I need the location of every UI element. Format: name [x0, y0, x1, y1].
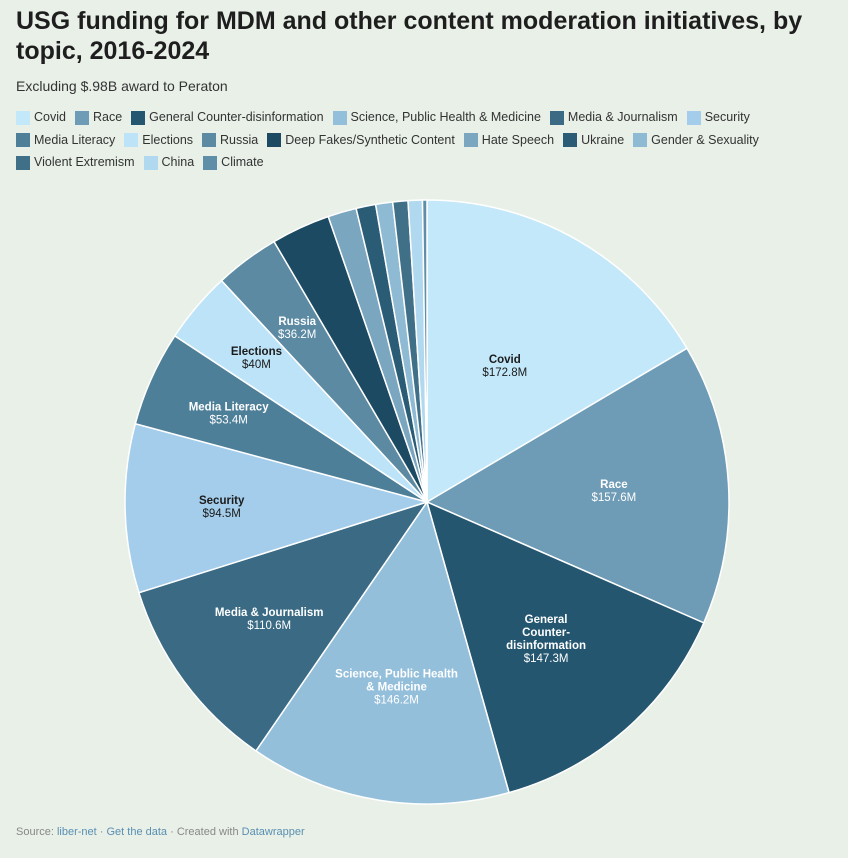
- legend-item: Russia: [202, 131, 258, 150]
- slice-value: $94.5M: [203, 508, 241, 520]
- get-data-link[interactable]: Get the data: [106, 826, 168, 838]
- legend-label: China: [161, 155, 195, 169]
- footer-sep1: ·: [96, 826, 107, 838]
- legend-label: Violent Extremism: [34, 155, 135, 169]
- footer-sep2: · Created with: [167, 826, 242, 838]
- legend-swatch: [686, 110, 701, 125]
- pie-slice-media-journalism[interactable]: [137, 500, 429, 752]
- slice-value: $53.4M: [209, 414, 247, 426]
- legend-swatch: [267, 133, 282, 147]
- slice-name: Russia: [278, 316, 316, 328]
- chart-subtitle: Excluding $.98B award to Peraton: [16, 78, 228, 94]
- legend-item: Science, Public Health & Medicine: [332, 108, 541, 127]
- legend-swatch: [74, 110, 89, 125]
- slice-label: General Counter-disinformation $147.3M: [506, 614, 586, 665]
- legend-label: Science, Public Health & Medicine: [350, 110, 541, 124]
- legend-item: Race: [74, 108, 123, 127]
- slice-label: Race $157.6M: [592, 479, 637, 504]
- slice-label: Elections $40M: [231, 346, 282, 371]
- slice-value: $157.6M: [592, 492, 637, 504]
- slice-value: $147.3M: [524, 653, 569, 665]
- slice-value: $40M: [242, 359, 271, 371]
- slice-name: Science, Public Health: [335, 669, 458, 681]
- legend-item: Covid: [16, 108, 66, 127]
- legend-label: Security: [704, 110, 750, 124]
- slice-name: Security: [199, 495, 245, 507]
- legend-item: Deep Fakes/Synthetic Content: [267, 131, 455, 150]
- datawrapper-link[interactable]: Datawrapper: [241, 826, 305, 838]
- legend-label: Climate: [221, 155, 264, 169]
- slice-name: disinformation: [506, 640, 586, 652]
- legend-item: Media Literacy: [16, 131, 115, 150]
- legend-label: Elections: [142, 132, 194, 147]
- legend-label: Deep Fakes/Synthetic Content: [285, 132, 455, 147]
- slice-name: General: [525, 614, 568, 626]
- legend-item: Gender & Sexuality: [633, 131, 759, 150]
- footer-prefix: Source:: [16, 826, 57, 838]
- legend: Covid Race General Counter-disinformation S…: [16, 108, 836, 176]
- slice-label: Russia $36.2M: [278, 316, 317, 341]
- legend-item: Media & Journalism: [549, 108, 678, 127]
- slice-value: $110.6M: [247, 620, 291, 632]
- slice-value: $146.2M: [374, 695, 419, 707]
- legend-label: Media Literacy: [34, 132, 116, 147]
- legend-swatch: [463, 133, 478, 147]
- legend-item: Climate: [203, 153, 264, 172]
- slice-label: Media & Journalism $110.6M: [215, 607, 324, 632]
- legend-swatch: [633, 133, 648, 147]
- slice-name: Covid: [489, 354, 521, 366]
- slice-name: Media Literacy: [189, 401, 269, 413]
- legend-item: China: [143, 153, 195, 172]
- pie-slice-climate[interactable]: [421, 199, 428, 503]
- legend-item: Security: [686, 108, 750, 127]
- legend-swatch: [549, 110, 564, 125]
- legend-item: General Counter-disinformation: [131, 108, 324, 127]
- legend-item: Violent Extremism: [16, 153, 135, 172]
- pie-slice-race[interactable]: [425, 347, 730, 624]
- legend-label: Hate Speech: [481, 132, 555, 147]
- pie-slice-science-public-health-medicine[interactable]: [254, 500, 510, 805]
- legend-swatch: [143, 155, 158, 170]
- slice-label: Science, Public Health & Medicine $146.2M: [335, 669, 458, 707]
- slice-name: Counter-: [522, 627, 570, 639]
- legend-swatch: [131, 110, 146, 125]
- legend-swatch: [16, 133, 30, 147]
- legend-swatch: [202, 133, 217, 147]
- legend-swatch: [563, 133, 578, 147]
- pie-slice-general-counter-disinformation[interactable]: [425, 500, 705, 794]
- legend-item: Hate Speech: [463, 131, 555, 150]
- legend-label: Race: [92, 110, 123, 124]
- legend-swatch: [16, 155, 30, 170]
- slice-label: Media Literacy $53.4M: [189, 401, 269, 426]
- slice-value: $172.8M: [482, 367, 527, 379]
- slice-name: & Medicine: [366, 682, 427, 694]
- slice-value: $36.2M: [278, 329, 316, 341]
- legend-swatch: [124, 133, 139, 147]
- slice-name: Media & Journalism: [215, 607, 324, 619]
- legend-item: Elections: [124, 131, 193, 150]
- pie-slice-security[interactable]: [124, 422, 430, 594]
- legend-label: Media & Journalism: [567, 110, 678, 124]
- legend-label: Russia: [220, 132, 259, 147]
- footer: Source: liber-net · Get the data · Creat…: [16, 826, 305, 838]
- slice-name: Race: [600, 479, 628, 491]
- legend-label: Ukraine: [581, 132, 625, 147]
- source-link[interactable]: liber-net: [56, 826, 97, 838]
- legend-swatch: [332, 110, 347, 125]
- pie-slice-covid[interactable]: [426, 199, 688, 504]
- legend-label: Covid: [34, 110, 66, 124]
- legend-label: General Counter-disinformation: [149, 110, 324, 124]
- slice-name: Elections: [231, 346, 282, 358]
- chart-title: USG funding for MDM and other content mo…: [16, 7, 803, 65]
- legend-swatch: [16, 110, 30, 125]
- legend-label: Gender & Sexuality: [651, 132, 759, 147]
- legend-swatch: [203, 155, 218, 170]
- legend-item: Ukraine: [563, 131, 624, 150]
- slice-label: Covid $172.8M: [482, 354, 527, 379]
- slice-label: Security $94.5M: [199, 495, 245, 520]
